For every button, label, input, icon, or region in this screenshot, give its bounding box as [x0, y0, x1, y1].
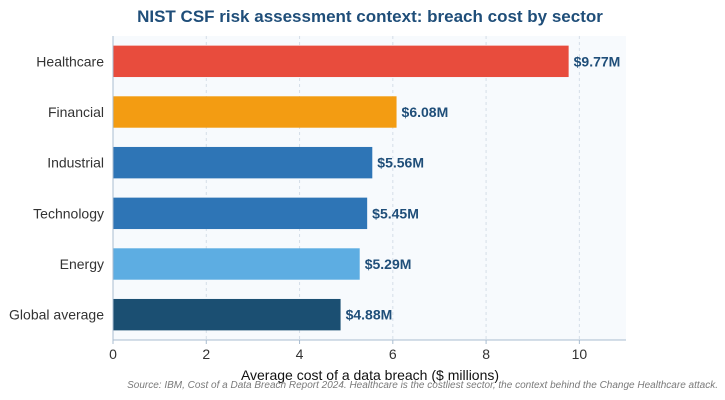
data-label: $5.56M: [377, 155, 424, 171]
x-tick-label: 2: [202, 346, 210, 362]
category-label: Financial: [48, 104, 104, 120]
bar-global-average: [113, 298, 341, 331]
bar-technology: [113, 197, 368, 230]
bar-financial: [113, 96, 397, 128]
x-axis-label: Average cost of a data breach ($ million…: [241, 367, 499, 383]
category-label: Technology: [33, 205, 104, 221]
plot-area: [113, 36, 626, 340]
data-label: $9.77M: [574, 53, 621, 69]
category-label: Energy: [60, 256, 104, 272]
data-label: $4.88M: [346, 307, 393, 323]
data-label: $5.45M: [372, 205, 419, 221]
x-tick-label: 8: [482, 346, 490, 362]
bar-industrial: [113, 146, 373, 179]
x-tick-label: 0: [109, 346, 117, 362]
chart-title: NIST CSF risk assessment context: breach…: [137, 7, 603, 26]
category-label: Industrial: [47, 155, 104, 171]
axes: 0 2 4 6 8 10: [109, 36, 626, 362]
data-label: $6.08M: [402, 104, 449, 120]
data-label: $5.29M: [365, 256, 412, 272]
x-tick-label: 6: [389, 346, 397, 362]
bars: $9.77M Healthcare $6.08M Financial $5.56M Ind…: [9, 45, 621, 331]
source-note: Source: IBM, Cost of a Data Breach Repor…: [127, 380, 718, 391]
x-tick-label: 10: [572, 346, 588, 362]
category-label: Healthcare: [36, 53, 104, 69]
gridlines: [205, 36, 580, 340]
x-tick-label: 4: [296, 346, 304, 362]
category-label: Global average: [9, 307, 104, 323]
bar-energy: [113, 248, 360, 280]
bar-healthcare: [113, 45, 569, 78]
